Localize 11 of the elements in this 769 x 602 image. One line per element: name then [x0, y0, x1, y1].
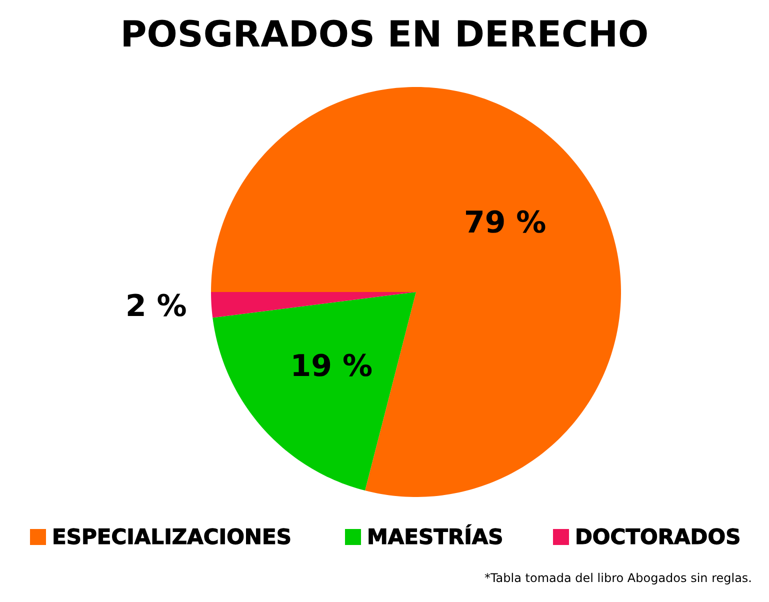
pie-slice — [211, 87, 621, 497]
pie-slice — [211, 292, 416, 318]
pie-slice — [212, 292, 416, 491]
chart-title: POSGRADOS EN DERECHO — [120, 14, 649, 56]
text: *Tabla tomada del libro Abogados sin reglas. — [484, 571, 752, 585]
data-label: 2 % — [125, 288, 187, 324]
data-label: 79 % — [464, 205, 546, 240]
legend-label: DOCTORADOS — [575, 525, 741, 549]
legend-label: MAESTRÍAS — [367, 524, 504, 549]
data-label: 19 % — [290, 349, 373, 384]
legend-label: ESPECIALIZACIONES — [52, 525, 292, 549]
